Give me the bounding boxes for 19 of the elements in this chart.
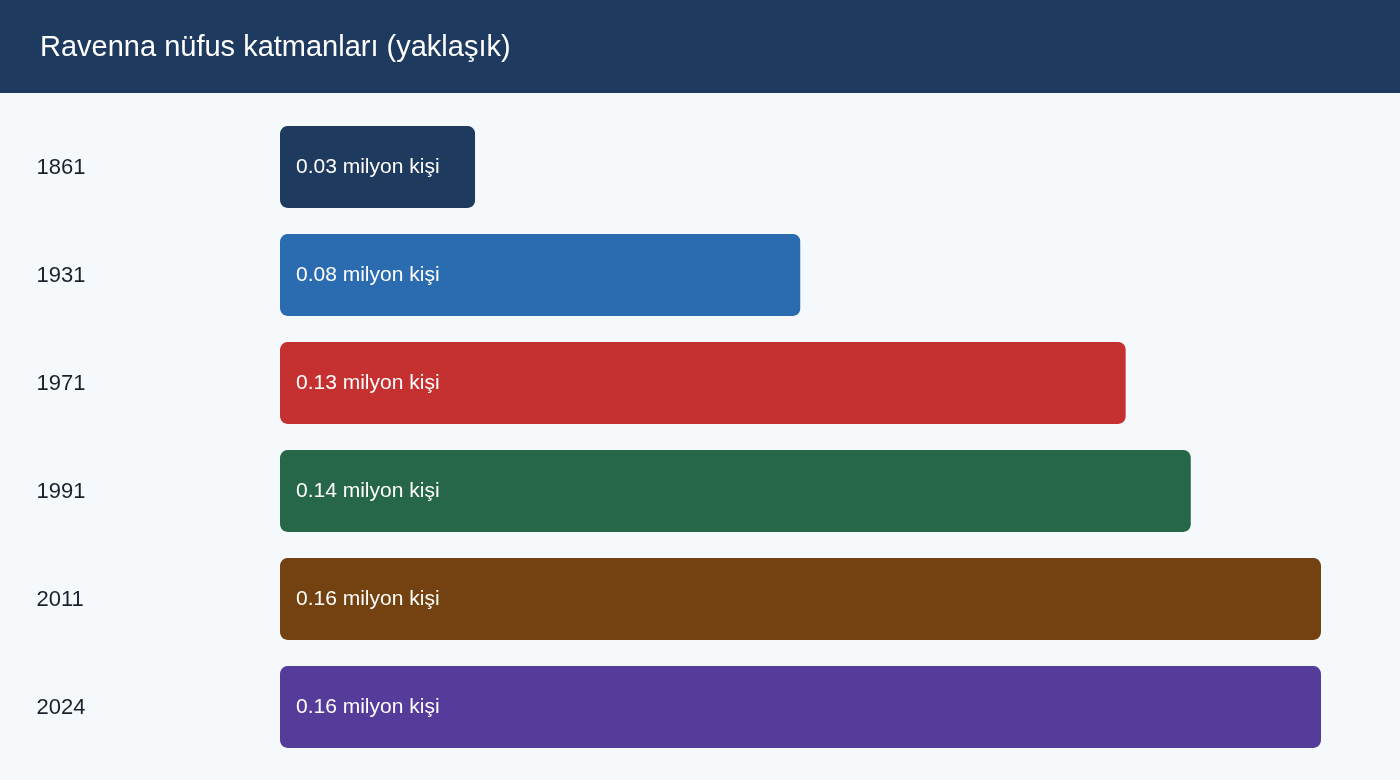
y-tick-label: 2011 <box>36 586 84 611</box>
bar <box>280 665 1321 749</box>
bar <box>280 125 476 209</box>
data-label: 0.03 milyon kişi <box>296 154 440 177</box>
chart-title: Ravenna nüfus katmanları (yaklaşık) <box>40 30 511 63</box>
y-tick-label: 1971 <box>36 370 86 395</box>
data-label: 0.13 milyon kişi <box>296 370 440 393</box>
data-label: 0.14 milyon kişi <box>296 478 440 501</box>
y-tick-label: 1861 <box>36 154 86 179</box>
y-tick-label: 1991 <box>36 478 86 503</box>
bar <box>280 557 1321 641</box>
data-label: 0.08 milyon kişi <box>296 262 440 285</box>
y-tick-label: 1931 <box>36 262 86 287</box>
data-label: 0.16 milyon kişi <box>296 586 440 609</box>
y-tick-label: 2024 <box>36 694 86 719</box>
data-label: 0.16 milyon kişi <box>296 694 440 717</box>
bar <box>280 233 801 317</box>
bar <box>280 449 1191 533</box>
bar <box>280 341 1126 425</box>
